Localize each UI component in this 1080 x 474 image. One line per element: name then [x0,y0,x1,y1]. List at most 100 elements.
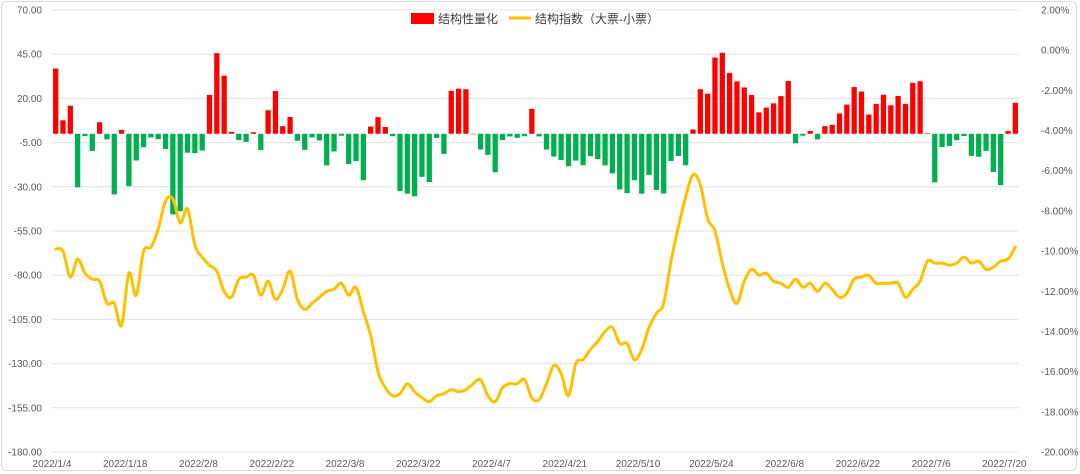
bar [770,103,777,134]
left-tick-label: 45.00 [17,50,42,61]
bar [390,133,396,137]
bar [836,113,843,134]
bar [976,133,982,157]
bar [602,133,608,166]
right-tick-label: -16.00% [1041,367,1078,378]
bar [902,103,909,134]
bar [272,90,279,134]
gridlines [52,9,1019,453]
bar [507,133,513,137]
bar [609,133,616,174]
right-tick-label: -6.00% [1041,166,1073,177]
bar [822,126,828,134]
x-tick-label: 2022/4/21 [543,459,588,470]
bar [924,133,931,134]
bar [324,133,330,166]
bar [243,133,249,142]
legend-line-label: 结构指数（大票-小票） [535,11,659,26]
bar [485,133,491,155]
bar [118,129,125,134]
bar [543,133,550,150]
x-tick-label: 2022/1/18 [103,459,148,470]
bar [917,81,923,134]
bar [404,133,410,194]
bar-series [53,52,1018,215]
left-tick-label: -55.00 [14,227,43,238]
bar [382,127,388,134]
bar [631,133,638,181]
left-tick-label: -80.00 [14,271,43,282]
bar [954,133,960,141]
bar [155,133,161,140]
bar [470,133,476,135]
bar [829,124,835,134]
bar [265,110,271,134]
x-tick-label: 2022/5/10 [616,459,661,470]
bar [287,116,293,134]
right-tick-label: -18.00% [1041,407,1078,418]
bar [433,133,440,138]
bar [858,91,865,134]
bar [573,133,579,161]
bar [968,133,975,156]
x-tick-label: 2022/7/20 [982,459,1027,470]
bar [302,133,308,150]
right-tick-label: -20.00% [1041,448,1078,459]
bar [126,133,132,187]
bar [206,94,213,134]
right-tick-label: 0.00% [1041,46,1069,57]
bar [697,89,703,134]
bar [294,133,301,141]
left-tick-label: -180.00 [8,448,42,459]
x-tick-label: 2022/3/8 [326,459,365,470]
right-tick-label: -8.00% [1041,206,1073,217]
bar [807,130,813,134]
bar [785,81,791,134]
bar [661,133,667,194]
bar [309,133,315,138]
bar [565,133,572,167]
bar [946,133,953,146]
right-tick-label: -4.00% [1041,126,1073,137]
bar [748,95,755,134]
bar [888,105,894,134]
right-tick-label: -2.00% [1041,86,1073,97]
bar [727,72,733,134]
x-tick-label: 2022/7/6 [912,459,951,470]
bar [236,133,242,141]
bar [529,108,535,134]
bar [792,133,799,144]
bar [851,87,857,134]
bar [1012,102,1018,134]
bar [646,133,652,175]
bar [192,133,198,154]
bar [375,117,381,134]
x-tick-label: 2022/1/4 [33,459,72,470]
bar [104,133,110,140]
bar [814,133,821,140]
bar [96,122,103,134]
right-tick-label: -10.00% [1041,247,1078,258]
bar [177,133,183,212]
bar [719,52,725,134]
bar [441,133,447,154]
bar [170,133,176,215]
bar [668,133,674,161]
bar [111,133,117,195]
bar [419,133,425,177]
left-tick-label: -155.00 [8,403,42,414]
right-tick-label: 2.00% [1041,6,1069,17]
bar [873,103,879,134]
x-axis: 2022/1/4 2022/1/18 2022/2/8 2022/2/22 2022/3… [33,459,1027,470]
left-tick-label: -130.00 [8,359,42,370]
right-tick-label: -14.00% [1041,327,1078,338]
bar [258,133,264,151]
bar [89,133,95,151]
left-tick-label: -105.00 [8,315,42,326]
x-tick-label: 2022/3/22 [396,459,441,470]
bar [184,133,191,153]
legend: 结构性量化 结构指数（大票-小票） [411,11,659,26]
bar [411,133,418,197]
bar [653,133,660,190]
